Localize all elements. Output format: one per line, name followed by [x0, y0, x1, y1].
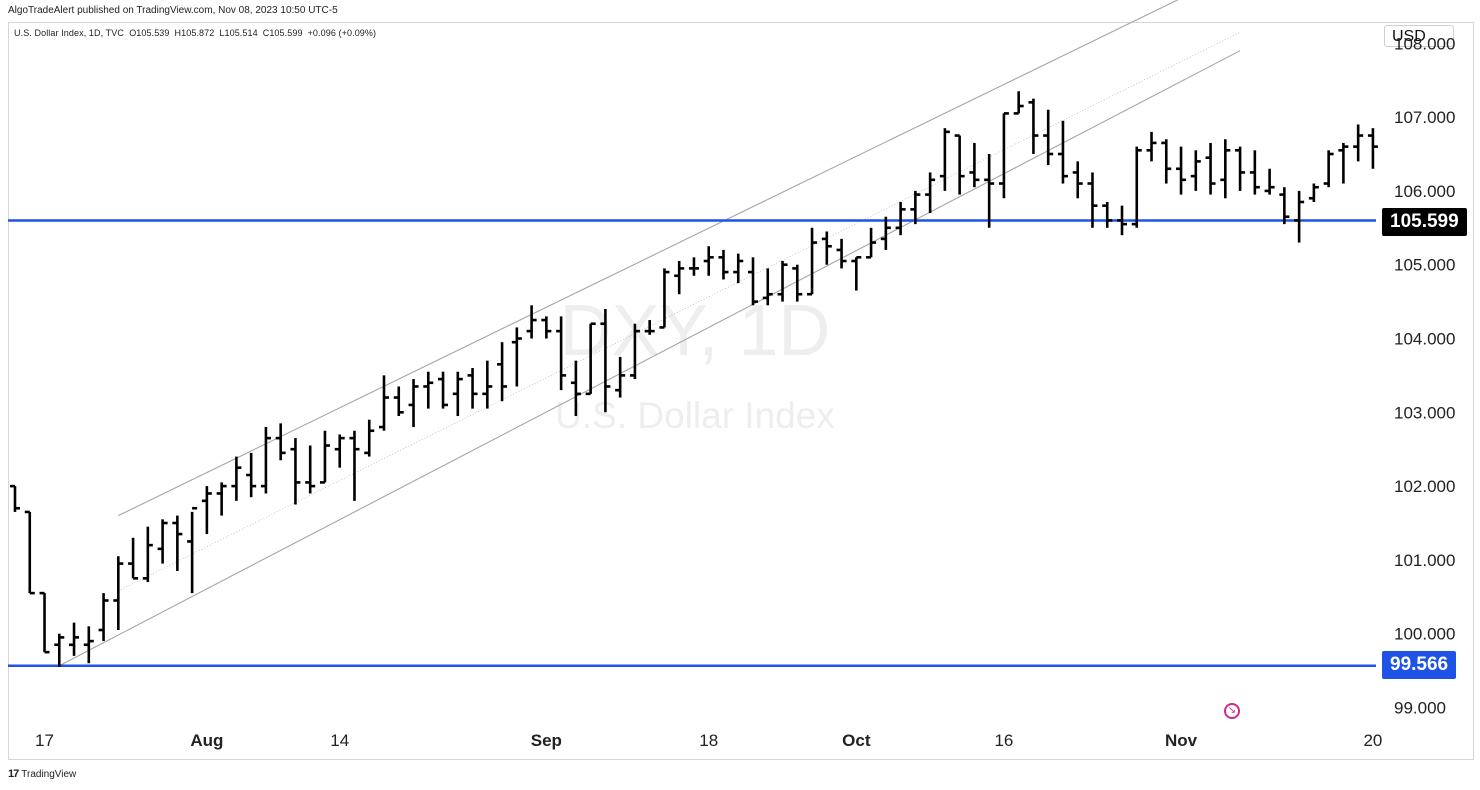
- legend-open: O105.539: [129, 28, 170, 38]
- footer-brand-name: TradingView: [21, 769, 77, 780]
- x-axis-tick-label: 16: [994, 731, 1013, 750]
- y-axis-tick-label: 101.000: [1394, 551, 1455, 570]
- y-axis-tick-label: 106.000: [1394, 182, 1455, 201]
- x-axis-tick-label: Sep: [531, 731, 562, 750]
- legend-low: L105.514: [219, 28, 258, 38]
- x-axis-tick-label: Oct: [842, 731, 871, 750]
- support-price-tag: 99.566: [1382, 651, 1457, 679]
- channel-line: [118, 0, 1179, 517]
- channel-line: [118, 31, 1241, 592]
- chart-frame: [8, 22, 1474, 760]
- x-axis-tick-label: 18: [699, 731, 718, 750]
- legend-high: H105.872: [174, 28, 215, 38]
- footer-brand: 17 TradingView: [8, 768, 76, 780]
- currency-button[interactable]: USD: [1384, 25, 1454, 47]
- symbol-legend: U.S. Dollar Index, 1D, TVC O105.539 H105.…: [14, 28, 381, 38]
- y-axis-tick-label: 108.000: [1394, 34, 1455, 53]
- legend-change: +0.096 (+0.09%): [307, 28, 377, 38]
- published-caption: AlgoTradeAlert published on TradingView.…: [8, 5, 338, 16]
- y-axis-tick-label: 99.000: [1394, 699, 1446, 718]
- x-axis-tick-label: 20: [1363, 731, 1382, 750]
- y-axis-tick-label: 103.000: [1394, 403, 1455, 422]
- watermark-description: U.S. Dollar Index: [555, 395, 835, 436]
- y-axis-tick-label: 105.000: [1394, 256, 1455, 275]
- y-axis-tick-label: 104.000: [1394, 330, 1455, 349]
- channel-line: [59, 50, 1241, 667]
- x-axis-tick-label: Nov: [1165, 731, 1198, 750]
- y-axis-tick-label: 107.000: [1394, 108, 1455, 127]
- legend-symbol: U.S. Dollar Index, 1D, TVC: [14, 28, 124, 38]
- y-axis-tick-label: 100.000: [1394, 625, 1455, 644]
- x-axis-tick-label: Aug: [190, 731, 223, 750]
- current-price-tag: 105.599: [1382, 208, 1467, 236]
- tradingview-logo-icon: 17: [8, 768, 19, 780]
- x-axis-tick-label: 14: [330, 731, 349, 750]
- alert-icon[interactable]: ↘: [1224, 703, 1240, 719]
- y-axis-tick-label: 102.000: [1394, 477, 1455, 496]
- x-axis-tick-label: 17: [35, 731, 54, 750]
- legend-close: C105.599: [262, 28, 303, 38]
